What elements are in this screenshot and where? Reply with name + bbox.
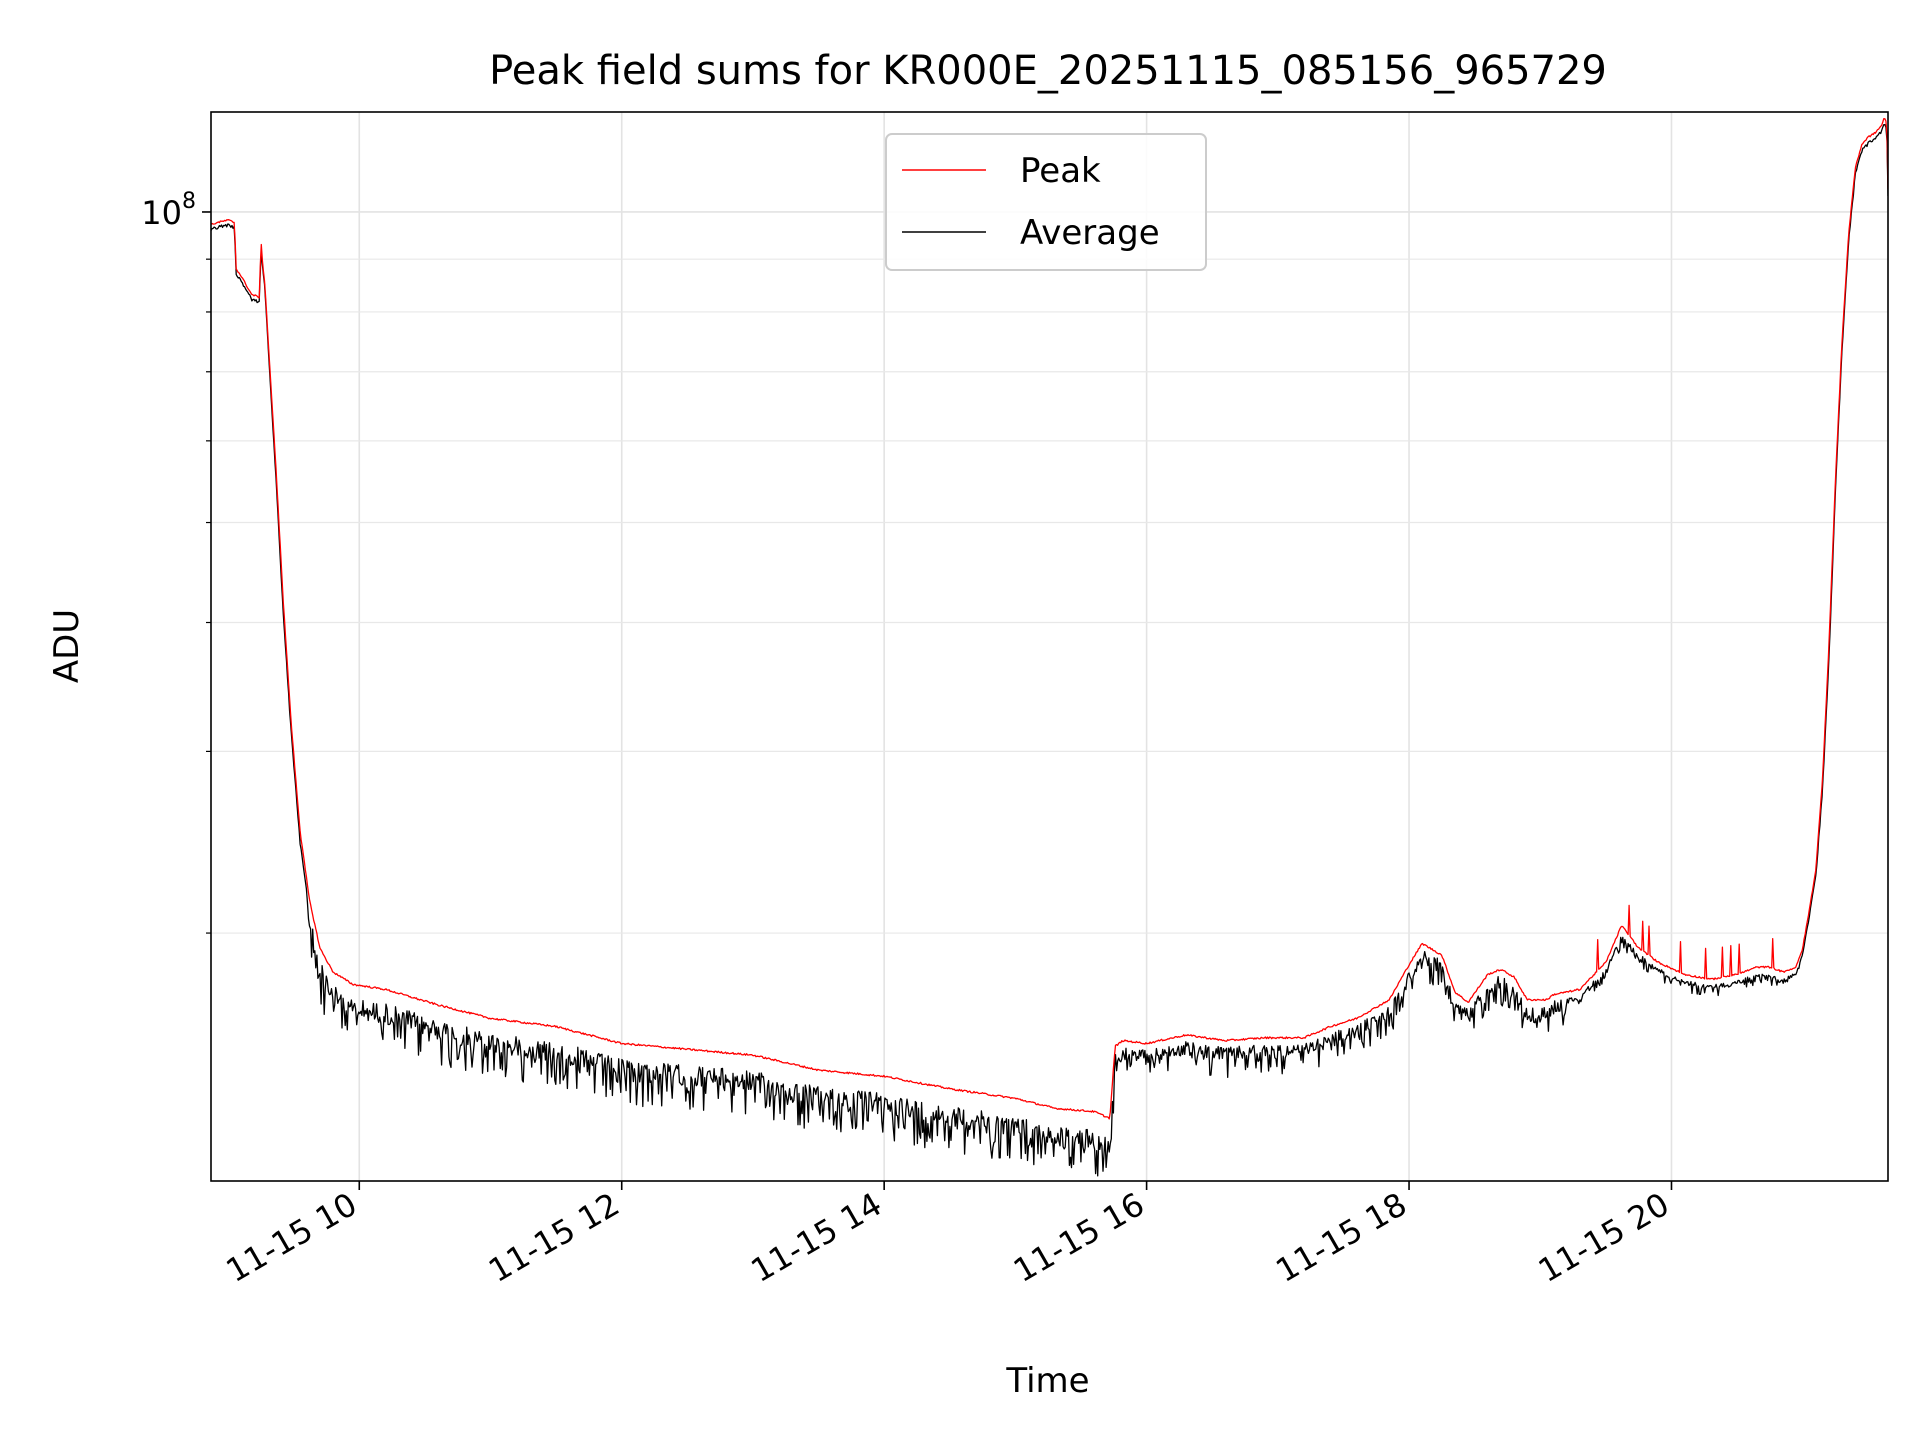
legend: Peak Average [885, 133, 1207, 271]
y-tick-label-1e8: 108 [141, 189, 196, 232]
series-layer [211, 118, 1888, 1177]
plot-area [211, 118, 1888, 1177]
x-axis-label: Time [1005, 1361, 1089, 1401]
average-series-line [211, 123, 1888, 1177]
svg-text:108: 108 [141, 189, 196, 232]
chart-title: Peak field sums for KR000E_20251115_0851… [489, 48, 1607, 94]
y-tick-base: 10 [141, 194, 182, 232]
peak-series-line [211, 118, 1888, 1120]
legend-average-label: Average [1020, 213, 1160, 253]
legend-box [885, 133, 1207, 271]
legend-peak-label: Peak [1020, 151, 1101, 191]
plot-frame [210, 111, 1889, 1182]
y-tick-exponent: 8 [182, 189, 196, 214]
y-axis-label: ADU [47, 609, 87, 683]
